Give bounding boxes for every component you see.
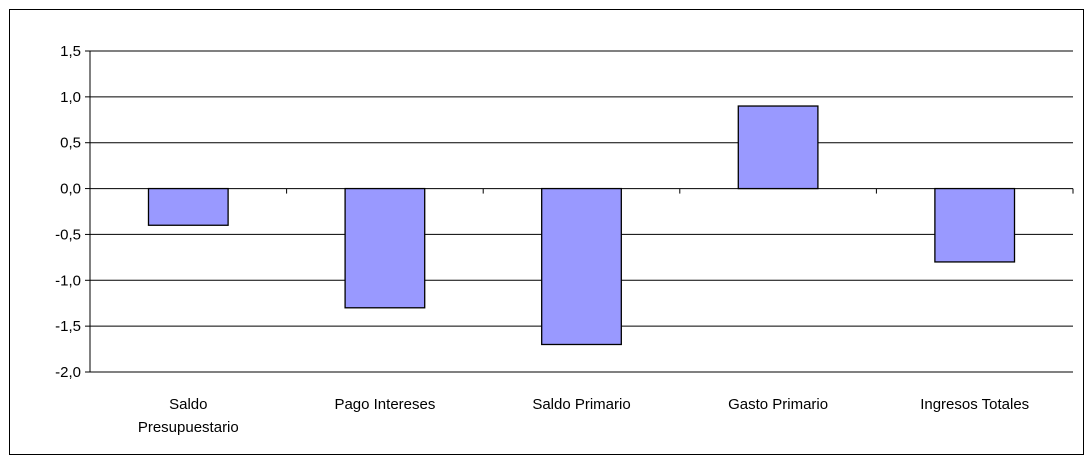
x-category-label: Saldo Primario xyxy=(532,396,630,413)
x-category-label-line: Saldo Primario xyxy=(532,396,630,413)
bar xyxy=(147,187,229,226)
axes xyxy=(85,50,1074,373)
bars xyxy=(147,105,1016,346)
y-tick-label: 1,0 xyxy=(60,89,81,106)
labels: 1,5 1,0 0,5 0,0 -0,5 -1,0 -1,5 -2,0 Saldo Presupu… xyxy=(55,43,1029,436)
x-category-label-line: Gasto Primario xyxy=(728,396,828,413)
bar xyxy=(934,187,1016,263)
y-tick-label: -1,5 xyxy=(55,318,81,335)
x-category-label: Ingresos Totales xyxy=(920,396,1029,413)
x-category-label-line: Pago Intereses xyxy=(334,396,435,413)
y-tick-label: 0,0 xyxy=(60,181,81,198)
y-tick-label: -1,0 xyxy=(55,272,81,289)
x-category-label: Gasto Primario xyxy=(728,396,828,413)
bar-chart: 1,5 1,0 0,5 0,0 -0,5 -1,0 -1,5 -2,0 Saldo Presupu… xyxy=(55,43,1074,436)
bar xyxy=(541,187,622,346)
bar xyxy=(737,105,819,190)
y-tick-label: -0,5 xyxy=(55,226,81,243)
x-category-label: Pago Intereses xyxy=(334,396,435,413)
bar xyxy=(344,187,426,309)
x-category-label: Saldo Presupuestario xyxy=(138,396,239,436)
chart-frame: 1,5 1,0 0,5 0,0 -0,5 -1,0 -1,5 -2,0 Saldo Presupu… xyxy=(9,9,1084,455)
x-category-label-line: Presupuestario xyxy=(138,419,239,436)
y-tick-label: -2,0 xyxy=(55,364,81,381)
x-category-label-line: Ingresos Totales xyxy=(920,396,1029,413)
x-category-label-line: Saldo xyxy=(169,396,207,413)
y-tick-label: 1,5 xyxy=(60,43,81,60)
y-tick-label: 0,5 xyxy=(60,135,81,152)
